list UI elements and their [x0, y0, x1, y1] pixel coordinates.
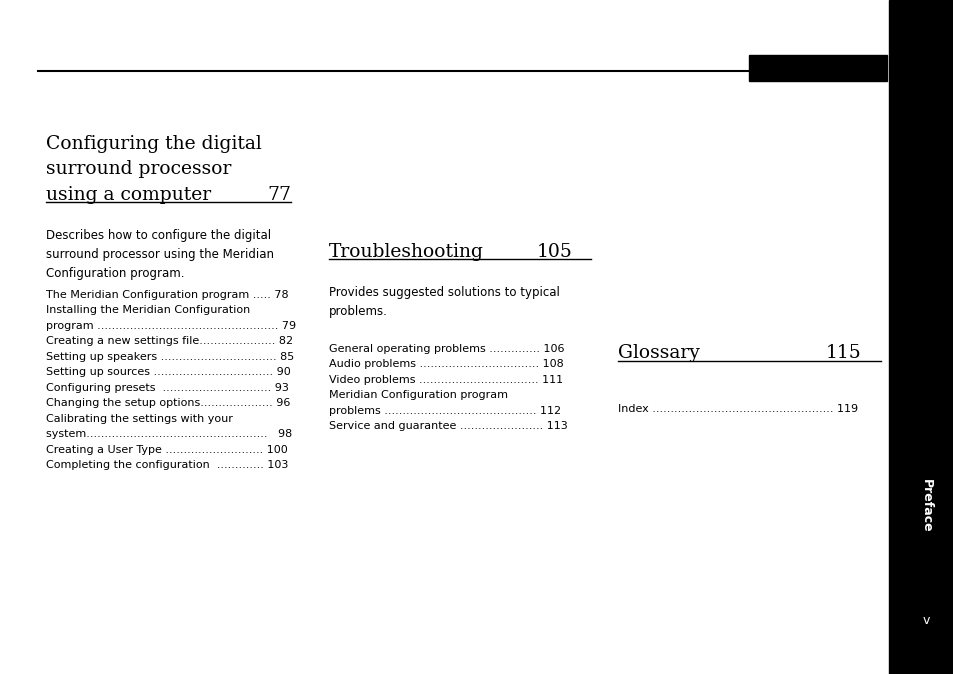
Text: surround processor using the Meridian: surround processor using the Meridian [46, 248, 274, 261]
Text: Meridian Configuration program: Meridian Configuration program [329, 390, 508, 400]
Text: 105: 105 [536, 243, 572, 261]
Text: Describes how to configure the digital: Describes how to configure the digital [46, 229, 271, 242]
Text: Video problems ................................. 111: Video problems .........................… [329, 375, 562, 385]
Bar [748, 55, 886, 81]
Text: General operating problems .............. 106: General operating problems .............… [329, 344, 564, 354]
Text: system..................................................   98: system..................................… [46, 429, 292, 439]
Text: problems .......................................... 112: problems ...............................… [329, 406, 560, 416]
Text: Configuration program.: Configuration program. [46, 267, 184, 280]
Text: surround processor: surround processor [46, 160, 231, 179]
Text: problems.: problems. [329, 305, 388, 318]
Text: Preface: Preface [919, 479, 932, 532]
Text: Setting up sources ................................. 90: Setting up sources .....................… [46, 367, 291, 377]
Text: Configuring presets  .............................. 93: Configuring presets ....................… [46, 383, 289, 393]
Text: using a computer: using a computer [46, 186, 211, 204]
Text: Index .................................................. 119: Index ..................................… [618, 404, 858, 415]
Text: Creating a new settings file..................... 82: Creating a new settings file............… [46, 336, 293, 346]
Text: 77: 77 [267, 186, 291, 204]
Text: Setting up speakers ................................ 85: Setting up speakers ....................… [46, 352, 294, 362]
Text: Audio problems ................................. 108: Audio problems .........................… [329, 359, 563, 369]
Text: Troubleshooting: Troubleshooting [329, 243, 483, 261]
Text: Configuring the digital: Configuring the digital [46, 135, 261, 153]
Text: program .................................................. 79: program ................................… [46, 321, 295, 331]
Text: The Meridian Configuration program ..... 78: The Meridian Configuration program .....… [46, 290, 288, 300]
Text: Calibrating the settings with your: Calibrating the settings with your [46, 414, 233, 424]
Text: Changing the setup options.................... 96: Changing the setup options..............… [46, 398, 290, 408]
Text: Glossary: Glossary [618, 344, 700, 362]
Text: Installing the Meridian Configuration: Installing the Meridian Configuration [46, 305, 250, 315]
Text: 115: 115 [825, 344, 861, 362]
Bar [888, 0, 953, 674]
Text: v: v [922, 613, 929, 627]
Text: Creating a User Type ........................... 100: Creating a User Type ...................… [46, 445, 287, 455]
Text: Completing the configuration  ............. 103: Completing the configuration ...........… [46, 460, 288, 470]
Text: Provides suggested solutions to typical: Provides suggested solutions to typical [329, 286, 559, 299]
Text: Service and guarantee ....................... 113: Service and guarantee ..................… [329, 421, 567, 431]
